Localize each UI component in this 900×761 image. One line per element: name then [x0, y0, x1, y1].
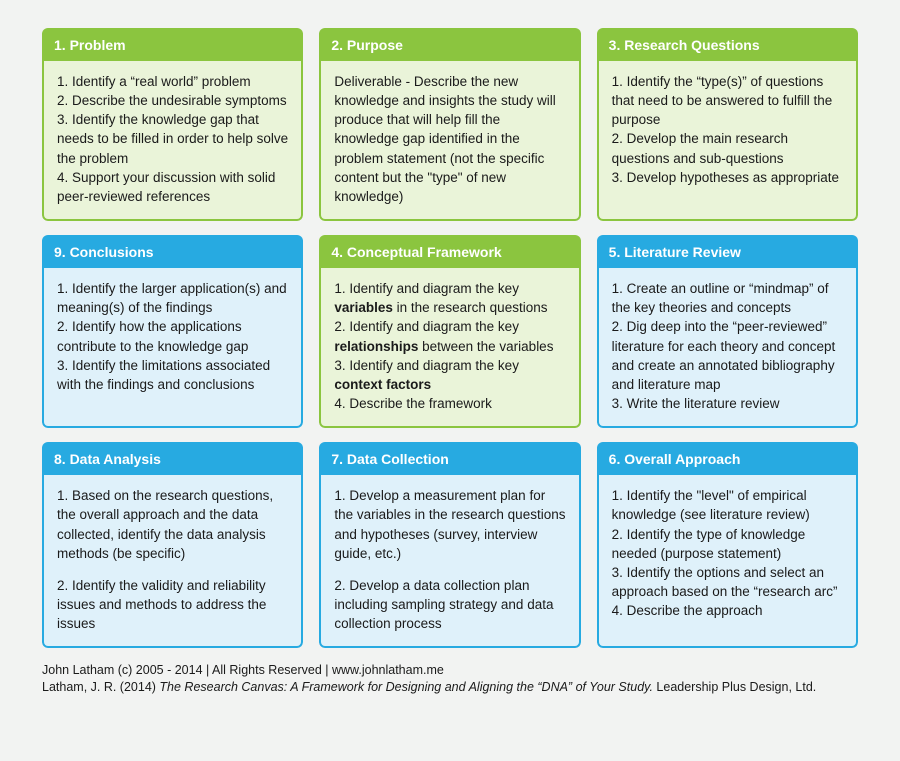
line: 1. Identify and diagram the key variable… — [334, 279, 565, 317]
card-data-analysis-body: 1. Based on the research questions, the … — [42, 475, 303, 648]
card-purpose-title: 2. Purpose — [319, 28, 580, 61]
card-conceptual-framework: 4. Conceptual Framework 1. Identify and … — [319, 235, 580, 428]
card-problem-body: 1. Identify a “real world” problem 2. De… — [42, 61, 303, 221]
line: 3. Identify the knowledge gap that needs… — [57, 110, 288, 167]
card-literature-review-body: 1. Create an outline or “mindmap” of the… — [597, 268, 858, 428]
card-research-questions-title: 3. Research Questions — [597, 28, 858, 61]
card-data-analysis: 8. Data Analysis 1. Based on the researc… — [42, 442, 303, 648]
card-problem-title: 1. Problem — [42, 28, 303, 61]
card-data-analysis-title: 8. Data Analysis — [42, 442, 303, 475]
line: Deliverable - Describe the new knowledge… — [334, 72, 565, 206]
para: 2. Identify the validity and reliability… — [57, 576, 288, 633]
line: 4. Describe the framework — [334, 394, 565, 413]
line: 1. Identify a “real world” problem — [57, 72, 288, 91]
para: 1. Based on the research questions, the … — [57, 486, 288, 563]
card-purpose: 2. Purpose Deliverable - Describe the ne… — [319, 28, 580, 221]
line: 3. Identify the options and select an ap… — [612, 563, 843, 601]
line: 2. Describe the undesirable symptoms — [57, 91, 288, 110]
card-conclusions-body: 1. Identify the larger application(s) an… — [42, 268, 303, 428]
line: 2. Dig deep into the “peer-reviewed” lit… — [612, 317, 843, 394]
card-conceptual-framework-body: 1. Identify and diagram the key variable… — [319, 268, 580, 428]
line: 1. Identify the larger application(s) an… — [57, 279, 288, 317]
card-data-collection-title: 7. Data Collection — [319, 442, 580, 475]
footer-citation: Latham, J. R. (2014) The Research Canvas… — [42, 679, 858, 696]
card-overall-approach-title: 6. Overall Approach — [597, 442, 858, 475]
line: 2. Develop the main research questions a… — [612, 129, 843, 167]
line: 2. Identify and diagram the key relation… — [334, 317, 565, 355]
card-overall-approach-body: 1. Identify the "level" of empirical kno… — [597, 475, 858, 648]
card-conceptual-framework-title: 4. Conceptual Framework — [319, 235, 580, 268]
card-problem: 1. Problem 1. Identify a “real world” pr… — [42, 28, 303, 221]
line: 4. Support your discussion with solid pe… — [57, 168, 288, 206]
canvas-grid: 1. Problem 1. Identify a “real world” pr… — [42, 28, 858, 648]
card-overall-approach: 6. Overall Approach 1. Identify the "lev… — [597, 442, 858, 648]
line: 1. Identify the "level" of empirical kno… — [612, 486, 843, 524]
card-literature-review-title: 5. Literature Review — [597, 235, 858, 268]
card-literature-review: 5. Literature Review 1. Create an outlin… — [597, 235, 858, 428]
line: 3. Write the literature review — [612, 394, 843, 413]
footer: John Latham (c) 2005 - 2014 | All Rights… — [42, 662, 858, 696]
card-research-questions-body: 1. Identify the “type(s)” of questions t… — [597, 61, 858, 221]
line: 2. Identify how the applications contrib… — [57, 317, 288, 355]
line: 4. Describe the approach — [612, 601, 843, 620]
line: 3. Identify and diagram the key context … — [334, 356, 565, 394]
line: 1. Identify the “type(s)” of questions t… — [612, 72, 843, 129]
line: 1. Create an outline or “mindmap” of the… — [612, 279, 843, 317]
line: 2. Identify the type of knowledge needed… — [612, 525, 843, 563]
card-data-collection: 7. Data Collection 1. Develop a measurem… — [319, 442, 580, 648]
card-purpose-body: Deliverable - Describe the new knowledge… — [319, 61, 580, 221]
line: 3. Identify the limitations associated w… — [57, 356, 288, 394]
card-data-collection-body: 1. Develop a measurement plan for the va… — [319, 475, 580, 648]
card-research-questions: 3. Research Questions 1. Identify the “t… — [597, 28, 858, 221]
para: 1. Develop a measurement plan for the va… — [334, 486, 565, 563]
footer-copyright: John Latham (c) 2005 - 2014 | All Rights… — [42, 662, 858, 679]
line: 3. Develop hypotheses as appropriate — [612, 168, 843, 187]
para: 2. Develop a data collection plan includ… — [334, 576, 565, 633]
card-conclusions-title: 9. Conclusions — [42, 235, 303, 268]
card-conclusions: 9. Conclusions 1. Identify the larger ap… — [42, 235, 303, 428]
